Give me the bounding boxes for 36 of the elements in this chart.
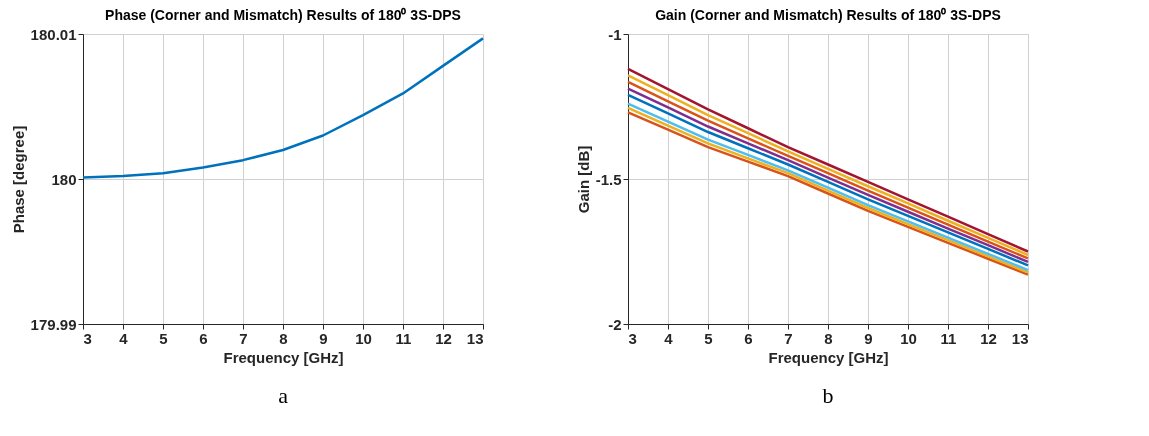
- x-tick-label: 8: [824, 329, 833, 347]
- x-tick-label: 7: [239, 329, 248, 347]
- y-tick-label: 179.99: [30, 315, 77, 333]
- x-tick-label: 13: [466, 329, 484, 347]
- x-tick-label: 4: [119, 329, 129, 347]
- x-tick-label: 11: [940, 329, 957, 347]
- text: b: [822, 383, 834, 408]
- x-tick-label: 4: [664, 329, 674, 347]
- chart-title: Phase (Corner and Mismatch) Results of 180⁰ 3S-DPS: [105, 7, 461, 23]
- x-axis-title: Frequency [GHz]: [223, 348, 344, 366]
- y-axis-title: Gain [dB]: [574, 145, 592, 214]
- x-tick-label: 5: [704, 329, 713, 347]
- x-tick-label: 13: [1011, 329, 1029, 347]
- x-tick-label: 8: [279, 329, 288, 347]
- x-tick-label: 9: [864, 329, 873, 347]
- y-axis-title: Phase [degree]: [9, 125, 27, 234]
- x-tick-label: 3: [628, 329, 637, 347]
- y-tick-label: 180.01: [30, 25, 77, 43]
- y-tick-label: 180: [51, 170, 77, 188]
- x-tick-label: 7: [784, 329, 793, 347]
- x-tick-label: 10: [355, 329, 372, 347]
- x-axis-title: Frequency [GHz]: [768, 348, 889, 366]
- x-tick-label: 6: [199, 329, 208, 347]
- y-tick-label: -2: [608, 315, 622, 333]
- x-tick-label: 5: [159, 329, 168, 347]
- x-tick-label: 12: [435, 329, 452, 347]
- chart-title: Gain (Corner and Mismatch) Results of 180⁰ 3S-DPS: [655, 7, 1001, 23]
- x-tick-label: 3: [83, 329, 92, 347]
- x-tick-label: 9: [319, 329, 328, 347]
- y-tick-label: -1: [608, 25, 622, 43]
- x-tick-label: 6: [744, 329, 753, 347]
- x-tick-label: 11: [395, 329, 412, 347]
- x-tick-label: 10: [900, 329, 917, 347]
- text: a: [278, 383, 289, 408]
- y-tick-label: -1.5: [595, 170, 622, 188]
- x-tick-label: 12: [980, 329, 997, 347]
